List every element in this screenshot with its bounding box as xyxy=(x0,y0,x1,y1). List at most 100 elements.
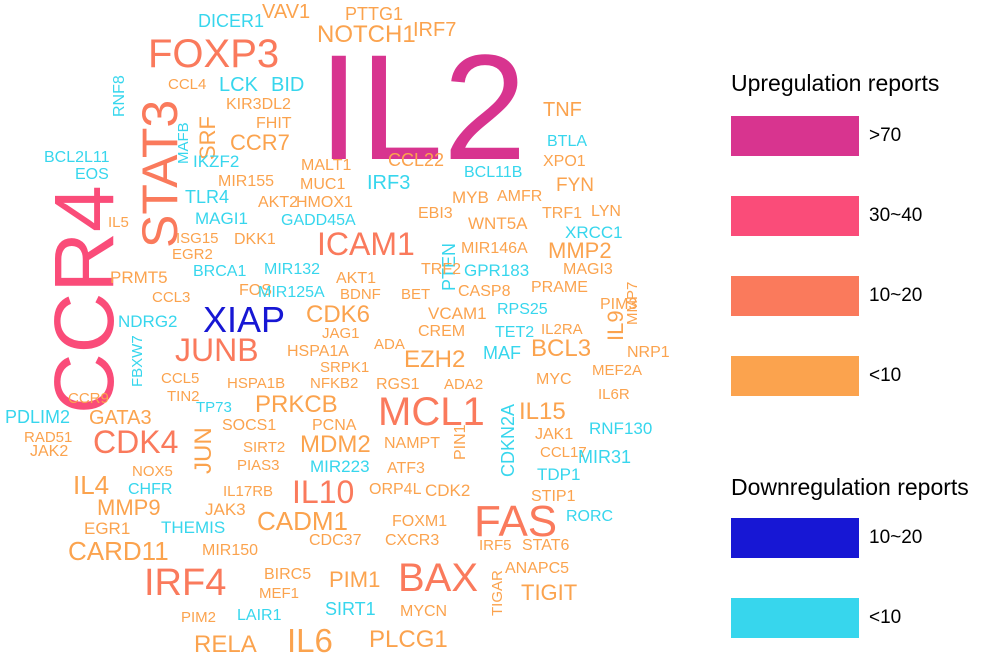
gene-word-orp4l: ORP4L xyxy=(369,481,422,498)
gene-word-jun: JUN xyxy=(190,427,217,474)
gene-word-akt1: AKT1 xyxy=(336,270,377,287)
gene-word-irf3: IRF3 xyxy=(367,172,411,194)
gene-word-hspa1b: HSPA1B xyxy=(227,375,286,392)
gene-word-mef1: MEF1 xyxy=(259,585,300,602)
gene-word-stip1: STIP1 xyxy=(531,488,576,505)
gene-word-mmp2: MMP2 xyxy=(548,238,612,263)
legend-swatch-up-30-40 xyxy=(731,196,859,236)
gene-word-jak3: JAK3 xyxy=(205,500,246,519)
gene-word-muc1: MUC1 xyxy=(300,176,346,193)
gene-word-gadd45a: GADD45A xyxy=(281,212,356,229)
gene-word-amfr: AMFR xyxy=(497,188,543,205)
legend-label-up-30-40: 30~40 xyxy=(869,205,923,226)
gene-word-bcl2l11: BCL2L11 xyxy=(44,149,110,166)
gene-word-socs1: SOCS1 xyxy=(222,417,277,434)
gene-word-irf7: IRF7 xyxy=(413,19,457,41)
gene-word-themis: THEMIS xyxy=(161,518,226,537)
gene-word-crem: CREM xyxy=(418,323,466,340)
gene-word-bax: BAX xyxy=(398,556,479,600)
gene-word-cdc37: CDC37 xyxy=(309,532,362,549)
gene-word-pias3: PIAS3 xyxy=(237,457,280,474)
gene-word-ccr7: CCR7 xyxy=(230,130,290,155)
legend-swatch-up-lt10 xyxy=(731,356,859,396)
gene-word-trf1: TRF1 xyxy=(542,205,582,222)
gene-word-wnt5a: WNT5A xyxy=(468,214,528,233)
gene-word-rorc: RORC xyxy=(566,508,614,525)
gene-word-nox5: NOX5 xyxy=(132,463,173,480)
gene-word-mir132: MIR132 xyxy=(264,261,321,278)
gene-word-mir155: MIR155 xyxy=(218,173,275,190)
legend-swatch-down-10-20 xyxy=(731,518,859,558)
gene-word-tet2: TET2 xyxy=(495,324,535,341)
gene-word-mdm2: MDM2 xyxy=(300,431,371,458)
gene-word-mir31: MIR31 xyxy=(578,447,632,467)
gene-word-il6r: IL6R xyxy=(598,386,630,403)
gene-word-il15: IL15 xyxy=(519,398,566,425)
gene-word-prame: PRAME xyxy=(531,279,588,296)
legend-label-up-10-20: 10~20 xyxy=(869,285,923,306)
gene-word-vav1: VAV1 xyxy=(262,1,311,23)
gene-word-gata3: GATA3 xyxy=(89,407,152,429)
gene-word-dicer1: DICER1 xyxy=(198,11,265,31)
gene-word-tin2: TIN2 xyxy=(167,388,200,405)
gene-word-foxp3: FOXP3 xyxy=(148,32,280,76)
gene-word-rnf130: RNF130 xyxy=(589,419,653,438)
gene-word-rela: RELA xyxy=(194,631,257,658)
gene-word-cadm1: CADM1 xyxy=(257,506,349,536)
gene-word-icam1: ICAM1 xyxy=(317,226,415,262)
gene-word-jak2: JAK2 xyxy=(30,443,69,460)
legend-label-down-lt10: <10 xyxy=(869,607,902,628)
gene-word-ccr9: CCR9 xyxy=(68,390,109,407)
gene-word-srpk1: SRPK1 xyxy=(320,359,370,376)
gene-word-card11: CARD11 xyxy=(68,536,169,566)
gene-word-hspa1a: HSPA1A xyxy=(287,343,349,360)
gene-word-tp73: TP73 xyxy=(196,399,232,416)
gene-word-sirt1: SIRT1 xyxy=(325,599,376,619)
gene-word-stat6: STAT6 xyxy=(522,537,570,554)
gene-word-cdk2: CDK2 xyxy=(425,481,471,500)
gene-word-tigit: TIGIT xyxy=(521,580,578,605)
gene-word-vcam1: VCAM1 xyxy=(428,304,487,323)
gene-word-bdnf: BDNF xyxy=(340,286,381,303)
gene-word-mir150: MIR150 xyxy=(202,542,259,559)
legend-label-up-gt70: >70 xyxy=(869,125,902,146)
gene-word-gpr183: GPR183 xyxy=(464,261,530,280)
gene-word-chfr: CHFR xyxy=(128,481,173,498)
gene-word-il2: IL2 xyxy=(318,23,527,191)
gene-word-fyn: FYN xyxy=(556,175,594,196)
gene-word-il5: IL5 xyxy=(108,214,129,231)
gene-word-tnf: TNF xyxy=(543,99,582,121)
legend-label-up-lt10: <10 xyxy=(869,365,902,386)
gene-word-mir223: MIR223 xyxy=(310,457,370,476)
legend-swatch-down-lt10 xyxy=(731,598,859,638)
gene-word-pdlim2: PDLIM2 xyxy=(5,407,71,427)
gene-word-mir125a: MIR125A xyxy=(258,284,325,301)
gene-word-rnf8: RNF8 xyxy=(111,75,128,117)
gene-word-myb: MYB xyxy=(452,188,489,207)
gene-word-mef2a: MEF2A xyxy=(592,362,643,379)
gene-word-mmp9: MMP9 xyxy=(97,495,161,520)
gene-word-irf4: IRF4 xyxy=(144,562,227,604)
gene-word-anapc5: ANAPC5 xyxy=(505,560,570,577)
gene-word-tigar: TIGAR xyxy=(489,570,506,616)
gene-word-btla: BTLA xyxy=(547,133,588,150)
gene-word-atf3: ATF3 xyxy=(387,460,425,477)
gene-word-ebi3: EBI3 xyxy=(418,205,453,222)
gene-word-nrp1: NRP1 xyxy=(627,344,670,361)
gene-word-nfkb2: NFKB2 xyxy=(310,375,359,392)
gene-word-il17rb: IL17RB xyxy=(223,483,274,500)
gene-word-xrcc1: XRCC1 xyxy=(565,223,623,242)
gene-word-hmox1: HMOX1 xyxy=(296,194,353,211)
gene-word-brca1: BRCA1 xyxy=(193,263,247,280)
gene-word-casp8: CASP8 xyxy=(458,283,511,300)
gene-word-tlr4: TLR4 xyxy=(185,187,230,207)
gene-word-junb: JUNB xyxy=(175,332,259,368)
legend-label-down-10-20: 10~20 xyxy=(869,527,923,548)
gene-word-foxm1: FOXM1 xyxy=(392,513,448,530)
gene-word-myc: MYC xyxy=(536,371,572,388)
gene-word-notch1: NOTCH1 xyxy=(317,21,416,48)
downregulation-legend-title: Downregulation reports xyxy=(731,474,969,500)
gene-word-xpo1: XPO1 xyxy=(543,153,586,170)
gene-word-mcl1: MCL1 xyxy=(378,390,485,434)
gene-word-tdp1: TDP1 xyxy=(537,465,581,484)
